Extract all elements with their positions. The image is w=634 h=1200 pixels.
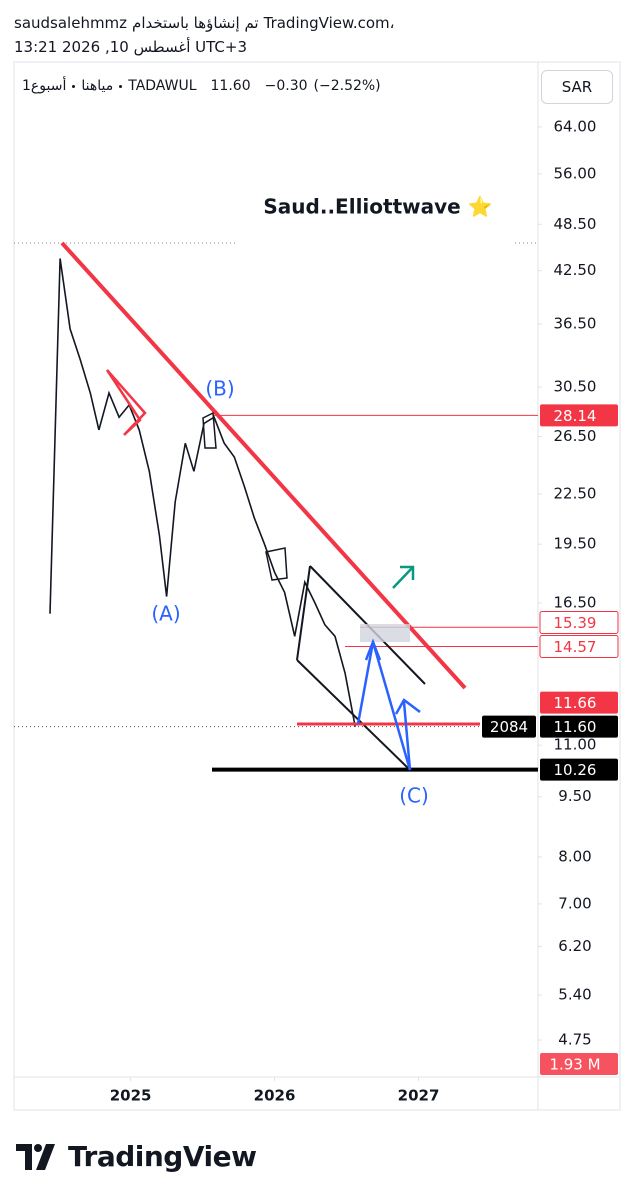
brand: TradingView [68, 1140, 257, 1173]
interval: 1أسبوع [22, 78, 67, 94]
breakout-arrow [392, 566, 414, 589]
arrow-head [400, 565, 415, 580]
price-label: 14.57 [554, 638, 597, 656]
trend-line [60, 241, 467, 690]
wave-label: (B) [205, 377, 234, 401]
legend: 1أسبوع مياهنا TADAWUL 11.60 −0.30 (−2.52… [22, 78, 381, 94]
header-line: saudsalehmmz تم إنشاؤها باستخدام Trading… [14, 14, 395, 32]
price-label-box [540, 715, 618, 738]
chart-frame [13, 61, 621, 1111]
last-price: 11.60 [210, 78, 251, 94]
channel-line [296, 565, 311, 661]
y-tick-label: 8.00 [558, 848, 591, 866]
x-tick-label: 2025 [110, 1087, 152, 1105]
price-label-box [539, 611, 619, 635]
chart-title: Saud..Elliottwave ⭐ [263, 195, 492, 219]
separator [72, 84, 76, 88]
footer: TradingView [16, 1140, 257, 1173]
y-tick-label: 22.50 [554, 484, 597, 502]
price-label: 10.26 [554, 761, 597, 779]
y-tick-label: 19.50 [554, 535, 597, 553]
wave-label: (C) [399, 784, 429, 808]
drawings: Saud..Elliottwave ⭐ (A) (B) (C) [14, 195, 538, 808]
site: TradingView.com، [263, 14, 395, 32]
volume-label: 1.93 M [549, 1056, 600, 1074]
channel-line [296, 659, 411, 771]
y-tick-label: 6.20 [558, 937, 591, 955]
x-tick-label: 2026 [254, 1087, 296, 1105]
plot [14, 258, 538, 772]
price-label: 28.14 [554, 407, 597, 425]
price-label-box [540, 691, 618, 714]
y-tick-label: 26.50 [554, 427, 597, 445]
y-tick-label: 36.50 [554, 315, 597, 333]
symbol: مياهنا [81, 78, 114, 94]
change: −0.30 [264, 78, 308, 94]
y-tick-label: 30.50 [554, 378, 597, 396]
price-label-box [539, 635, 619, 659]
wave-arrow [402, 701, 412, 771]
box [202, 411, 217, 449]
price-label-box [540, 404, 618, 427]
created-with: تم إنشاؤها باستخدام [132, 14, 259, 32]
y-tick-label: 4.75 [558, 1031, 591, 1049]
price-label-box [540, 758, 618, 781]
box [265, 547, 288, 581]
header-line: 13:21 2026 ,10 أغسطس UTC+3 [14, 38, 247, 56]
y-tick-label: 9.50 [558, 787, 591, 805]
price-label: 11.66 [554, 694, 597, 712]
y-tick-label: 42.50 [554, 261, 597, 279]
author: saudsalehmmz [14, 14, 128, 32]
timestamp: 13:21 2026 ,10 أغسطس UTC+3 [14, 38, 248, 56]
price-label: 11.60 [554, 718, 597, 736]
y-tick-label: 64.00 [554, 117, 597, 135]
y-tick-label: 56.00 [554, 164, 597, 182]
logo [16, 1143, 55, 1170]
separator [119, 84, 123, 88]
price-label: 15.39 [554, 614, 597, 632]
y-tick-label: 5.40 [558, 986, 591, 1004]
y-tick-label: 48.50 [554, 215, 597, 233]
currency-button[interactable]: SAR [541, 70, 613, 104]
price-axis: 64.00 56.00 48.50 42.50 36.50 30.50 26.50 22.50… [110, 117, 619, 1105]
arrow-head [364, 638, 382, 661]
zone [360, 624, 410, 642]
y-tick-label: 7.00 [558, 894, 591, 912]
exchange: TADAWUL [128, 78, 197, 94]
y-tick-label: 16.50 [554, 593, 597, 611]
countdown: 2084 [490, 718, 528, 736]
countdown-box [482, 715, 536, 738]
change-percent: (−2.52%) [313, 78, 381, 94]
triangle [105, 369, 147, 436]
x-tick-label: 2027 [398, 1087, 440, 1105]
arrow-head [394, 698, 421, 715]
price-line [49, 258, 356, 727]
wave-label: (A) [151, 602, 180, 626]
y-tick-label: 11.00 [554, 736, 597, 754]
volume-label-box [540, 1053, 618, 1075]
